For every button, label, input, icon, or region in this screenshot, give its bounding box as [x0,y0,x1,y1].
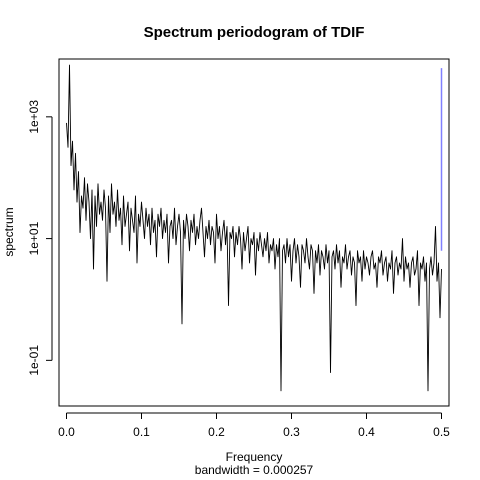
chart-title: Spectrum periodogram of TDIF [144,24,365,41]
y-tick-label: 1e+01 [27,221,41,255]
x-tick-label: 0.5 [433,425,450,439]
plot-frame [58,58,450,407]
y-tick-label: 1e+03 [27,100,41,134]
x-tick-label: 0.2 [208,425,225,439]
spectrum-series-line [66,64,442,392]
y-axis-label: spectrum [2,207,16,256]
y-tick-label: 1e-01 [27,345,41,376]
x-tick-label: 0.1 [133,425,150,439]
x-axis-label: Frequency [226,450,283,464]
bandwidth-label: bandwidth = 0.000257 [195,463,314,477]
x-tick-label: 0.4 [358,425,375,439]
y-axis: 1e-01 1e+01 1e+03 [27,100,53,376]
x-tick-label: 0.3 [283,425,300,439]
series-layer [66,64,442,392]
x-axis: 0.0 0.1 0.2 0.3 0.4 0.5 [58,412,450,439]
x-tick-label: 0.0 [58,425,75,439]
